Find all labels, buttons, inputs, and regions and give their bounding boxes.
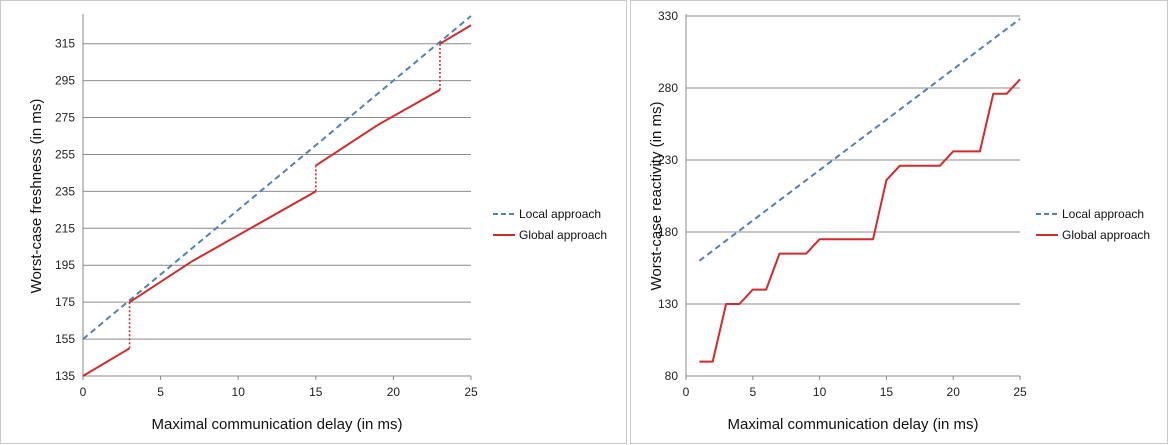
local-approach-line [82,15,472,340]
x-tick-label: 10 [813,385,827,399]
global-approach-segment [129,260,193,303]
y-tick-label: 315 [55,37,75,51]
global-approach-line [699,78,1021,363]
y-tick-label: 235 [55,184,75,198]
x-tick-label: 15 [309,385,323,399]
legend-global-label: Global approach [519,228,607,242]
global-approach-segment [377,88,441,126]
y-axis-title: Worst-case reactivity (in ms) [648,102,665,291]
x-axis-title: Maximal communication delay (in ms) [152,416,403,433]
global-approach-segment [439,24,472,45]
global-approach-segment [191,190,317,263]
freshness-chart: 135 155 175 195 215 235 255 275 295 315 0 5 10 15 20 25… [28,14,607,433]
y-tick-label: 280 [658,81,678,95]
y-tick-label: 255 [55,147,75,161]
x-tick-label: 0 [80,385,87,399]
legend-local-label: Local approach [519,207,601,221]
x-tick-label: 25 [464,385,478,399]
y-tick-label: 195 [55,258,75,272]
legend-local-label: Local approach [1062,207,1144,221]
y-axis-title: Worst-case freshness (in ms) [28,99,45,294]
y-tick-label: 275 [55,111,75,125]
legend-global-label: Global approach [1062,228,1150,242]
y-tick-label: 155 [55,332,75,346]
reactivity-chart-panel: 80 130 180 230 280 330 0 5 10 15 20 25 Maximal commu… [630,0,1168,444]
y-tick-label: 175 [55,295,75,309]
global-approach-segment [82,347,131,377]
x-tick-label: 25 [1013,385,1027,399]
x-tick-label: 20 [387,385,401,399]
y-tick-label: 330 [658,9,678,23]
reactivity-chart: 80 130 180 230 280 330 0 5 10 15 20 25 Maximal commu… [648,9,1150,433]
x-axis-title: Maximal communication delay (in ms) [728,416,979,433]
y-tick-label: 295 [55,74,75,88]
x-tick-label: 0 [683,385,690,399]
y-tick-label: 130 [658,297,678,311]
y-tick-label: 135 [55,369,75,383]
y-tick-label: 80 [665,369,679,383]
y-tick-label: 215 [55,221,75,235]
y-tick-label: 230 [658,153,678,167]
freshness-chart-panel: 135 155 175 195 215 235 255 275 295 315 0 5 10 15 20 25… [0,0,627,444]
global-approach-segment [315,124,379,167]
x-tick-label: 5 [749,385,756,399]
x-tick-label: 5 [157,385,164,399]
x-tick-label: 10 [232,385,246,399]
local-approach-line [698,18,1021,262]
y-tick-label: 180 [658,225,678,239]
x-tick-label: 20 [947,385,961,399]
x-tick-label: 15 [880,385,894,399]
